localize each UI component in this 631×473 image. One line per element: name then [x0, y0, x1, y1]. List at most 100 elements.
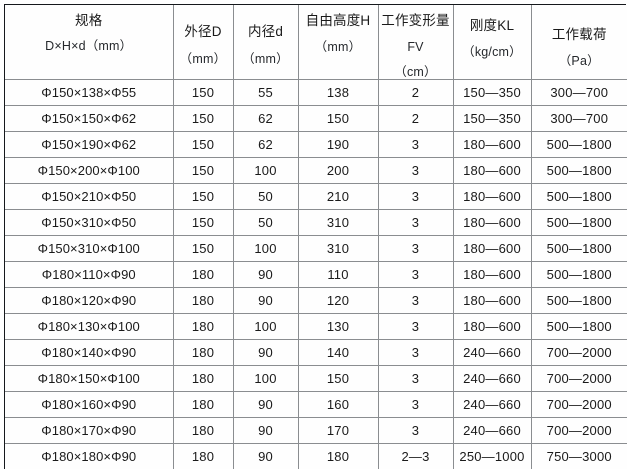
- table-row: Φ180×150×Φ100 180 100 150 3 240—660 700—2000: [5, 365, 627, 392]
- cell-spec: Φ150×210×Φ50: [5, 183, 174, 210]
- free-height-column-header-line: 自由高度H: [305, 13, 371, 28]
- cell-id: 90: [233, 391, 299, 418]
- table-row: Φ150×310×Φ50 150 50 310 3 180—600 500—1800: [5, 209, 627, 236]
- deformation-column-header-line: FV: [407, 39, 424, 54]
- inner-diameter-column-header-line: （mm）: [242, 51, 289, 66]
- cell-kl: 180—600: [453, 287, 532, 314]
- cell-load: 300—700: [531, 105, 627, 132]
- cell-height: 210: [298, 183, 379, 210]
- cell-od: 180: [173, 365, 234, 392]
- spec-column-header-line: D×H×d（mm）: [45, 38, 133, 53]
- cell-load: 750—3000: [531, 443, 627, 469]
- cell-kl: 180—600: [453, 157, 532, 184]
- cell-load: 500—1800: [531, 261, 627, 288]
- cell-load: 700—2000: [531, 339, 627, 366]
- table-header-row: 规格 D×H×d（mm） 外径D （mm） 内径d （mm） 自由高度H （mm） 工作变形量 F…: [5, 5, 628, 80]
- cell-spec: Φ180×180×Φ90: [5, 443, 174, 469]
- table-row: Φ180×170×Φ90 180 90 170 3 240—660 700—2000: [5, 417, 627, 444]
- cell-id: 90: [233, 443, 299, 469]
- cell-spec: Φ180×140×Φ90: [5, 339, 174, 366]
- cell-spec: Φ150×138×Φ55: [5, 79, 174, 106]
- cell-od: 150: [173, 131, 234, 158]
- stiffness-column-header-line: 刚度KL: [469, 18, 515, 33]
- cell-id: 100: [233, 235, 299, 262]
- cell-load: 700—2000: [531, 365, 627, 392]
- cell-fv: 3: [378, 417, 454, 444]
- cell-fv: 3: [378, 261, 454, 288]
- cell-height: 120: [298, 287, 379, 314]
- cell-height: 160: [298, 391, 379, 418]
- outer-diameter-column-header-line: 外径D: [184, 24, 222, 39]
- cell-spec: Φ180×120×Φ90: [5, 287, 174, 314]
- working-load-column-header-stack: 工作载荷 （Pa）: [532, 5, 628, 79]
- cell-kl: 180—600: [453, 235, 532, 262]
- cell-fv: 3: [378, 339, 454, 366]
- cell-fv: 3: [378, 209, 454, 236]
- cell-od: 180: [173, 313, 234, 340]
- cell-fv: 2—3: [378, 443, 454, 469]
- spec-column-header: 规格 D×H×d（mm）: [5, 5, 174, 80]
- spec-column-header-line: 规格: [75, 13, 103, 28]
- cell-kl: 180—600: [453, 131, 532, 158]
- working-load-column-header: 工作载荷 （Pa）: [531, 5, 628, 80]
- outer-diameter-column-header-stack: 外径D （mm）: [174, 5, 233, 79]
- inner-diameter-column-header-line: 内径d: [247, 24, 284, 39]
- cell-height: 140: [298, 339, 379, 366]
- cell-load: 300—700: [531, 79, 627, 106]
- spec-column-header-stack: 规格 D×H×d（mm）: [5, 5, 173, 79]
- cell-id: 50: [233, 209, 299, 236]
- inner-diameter-column-header-stack: 内径d （mm）: [234, 5, 298, 79]
- cell-id: 90: [233, 261, 299, 288]
- table-row: Φ180×180×Φ90 180 90 180 2—3 250—1000 750—3000: [5, 443, 627, 469]
- cell-fv: 3: [378, 131, 454, 158]
- table-row: Φ150×190×Φ62 150 62 190 3 180—600 500—1800: [5, 131, 627, 158]
- cell-fv: 2: [378, 79, 454, 106]
- stiffness-column-header-stack: 刚度KL （kg/cm）: [454, 5, 531, 79]
- cell-spec: Φ150×310×Φ100: [5, 235, 174, 262]
- cell-spec: Φ180×170×Φ90: [5, 417, 174, 444]
- cell-fv: 2: [378, 105, 454, 132]
- free-height-column-header-line: （mm）: [314, 39, 362, 54]
- cell-fv: 3: [378, 365, 454, 392]
- cell-height: 310: [298, 209, 379, 236]
- cell-spec: Φ180×150×Φ100: [5, 365, 174, 392]
- cell-height: 130: [298, 313, 379, 340]
- cell-kl: 180—600: [453, 261, 532, 288]
- free-height-column-header: 自由高度H （mm）: [298, 5, 379, 80]
- table-row: Φ150×210×Φ50 150 50 210 3 180—600 500—1800: [5, 183, 627, 210]
- inner-diameter-column-header: 内径d （mm）: [233, 5, 299, 80]
- cell-od: 180: [173, 261, 234, 288]
- cell-od: 180: [173, 339, 234, 366]
- cell-spec: Φ150×190×Φ62: [5, 131, 174, 158]
- cell-spec: Φ150×150×Φ62: [5, 105, 174, 132]
- cell-od: 180: [173, 443, 234, 469]
- cell-od: 150: [173, 79, 234, 106]
- cell-load: 500—1800: [531, 313, 627, 340]
- cell-load: 500—1800: [531, 235, 627, 262]
- cell-od: 150: [173, 209, 234, 236]
- cell-kl: 150—350: [453, 105, 532, 132]
- cell-id: 100: [233, 157, 299, 184]
- cell-kl: 250—1000: [453, 443, 532, 469]
- cell-spec: Φ180×130×Φ100: [5, 313, 174, 340]
- cell-id: 90: [233, 339, 299, 366]
- cell-od: 180: [173, 417, 234, 444]
- cell-load: 500—1800: [531, 157, 627, 184]
- outer-diameter-column-header: 外径D （mm）: [173, 5, 234, 80]
- cell-kl: 240—660: [453, 365, 532, 392]
- cell-height: 310: [298, 235, 379, 262]
- cell-load: 500—1800: [531, 131, 627, 158]
- cell-id: 90: [233, 417, 299, 444]
- cell-height: 200: [298, 157, 379, 184]
- cell-load: 700—2000: [531, 391, 627, 418]
- spring-specification-table: 规格 D×H×d（mm） 外径D （mm） 内径d （mm） 自由高度H （mm） 工作变形量 F…: [5, 5, 627, 469]
- cell-kl: 240—660: [453, 391, 532, 418]
- cell-id: 55: [233, 79, 299, 106]
- table-row: Φ180×130×Φ100 180 100 130 3 180—600 500—1800: [5, 313, 627, 340]
- deformation-column-header-line: （cm）: [394, 65, 437, 79]
- cell-kl: 180—600: [453, 209, 532, 236]
- cell-load: 700—2000: [531, 417, 627, 444]
- cell-height: 110: [298, 261, 379, 288]
- cell-spec: Φ180×110×Φ90: [5, 261, 174, 288]
- outer-diameter-column-header-line: （mm）: [179, 51, 227, 66]
